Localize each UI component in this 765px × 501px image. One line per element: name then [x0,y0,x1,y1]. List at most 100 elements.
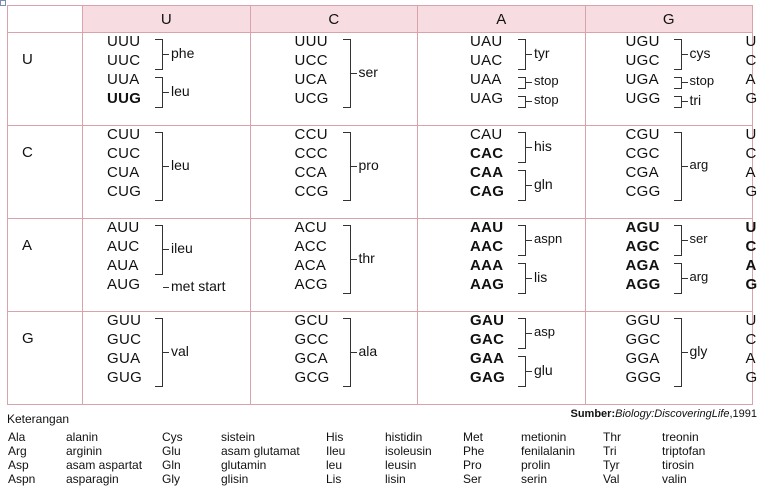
codon: AUA [107,257,139,274]
amino-acid-label: ala [358,342,378,359]
third-base-label: A [745,257,757,274]
bracket-tick [526,332,532,334]
codon: GUC [107,331,142,348]
table-row: U UUU UUC UUA UUG phe leu UUU UCC UCA UCG ser UAU UAC… [7,32,757,126]
codon: UAA [470,71,502,88]
codon: AAG [470,276,505,293]
codon: ACU [294,219,328,236]
codon-cell: CGU CGC CGA CGG arg U C A G [584,125,757,219]
codon: UCA [294,71,328,88]
group-bracket [518,170,526,201]
codon-cell: GAU GAC GAA GAG asp glu [417,311,586,405]
row-label: U [22,51,33,68]
row-label-cell: U [7,32,83,126]
codon: CAG [470,183,505,200]
column-header: G [584,5,753,33]
amino-acid-label: his [534,137,552,154]
codon: AAA [470,257,504,274]
codon: AGU [625,219,660,236]
column-header: U [82,5,251,33]
group-bracket [518,318,526,349]
amino-acid-label: met start [171,278,226,294]
group-bracket [673,96,682,108]
third-base-label: U [745,33,757,50]
genetic-code-table: U C A G U UUU UUC UUA UUG phe leu UUU UCC UCA UCG s… [7,5,757,405]
codon: GCG [294,369,330,386]
codon: AGG [625,276,661,293]
codon: GCU [294,312,329,329]
codon: GGA [625,350,660,367]
legend-abbreviation: leu [326,458,343,472]
legend-abbreviation: Thr [603,430,621,444]
group-bracket [673,263,682,294]
codon: ACC [294,238,328,255]
legend-name: asparagin [66,472,119,486]
amino-acid-label: stop [534,92,559,107]
codon: AAC [470,238,504,255]
codon: CCC [294,145,328,162]
amino-acid-label: gly [689,342,708,359]
amino-acid-label: tri [689,92,702,108]
codon: CGA [625,164,659,181]
group-bracket [518,96,526,108]
codon: GAU [470,312,505,329]
group-bracket [155,39,163,70]
third-base-label: A [745,164,756,181]
legend-abbreviation: Tyr [603,458,620,472]
legend-name: isoleusin [385,444,432,458]
codon: CCA [294,164,328,181]
codon: ACG [294,276,328,293]
group-bracket [673,318,682,387]
legend-name: serin [521,472,548,486]
codon: CGC [625,145,660,162]
bracket-tick [681,101,688,102]
legend-name: valin [662,472,687,486]
bracket-tick [681,165,688,167]
codon-cell: AUU AUC AUA AUG ileu met start [82,218,251,312]
legend-name: metionin [521,430,567,444]
codon: AAU [470,219,504,236]
legend-abbreviation: Tri [603,444,617,458]
codon-cell: GGU GGC GGA GGG gly U C A G [584,311,757,405]
legend-abbreviation: Arg [8,444,27,458]
codon-cell: UAU UAC UAA UAG tyr stop stop [417,32,586,126]
column-header: C [249,5,418,33]
amino-acid-label: asp [534,323,555,339]
bracket-tick [526,146,532,148]
bracket-tick [350,258,357,260]
legend-name: lisin [385,472,406,486]
bracket-tick [350,351,357,353]
bracket-tick [681,351,688,353]
codon: CCG [294,183,329,200]
group-bracket [155,225,163,275]
amino-acid-label: gln [534,175,553,192]
legend-abbreviation: Phe [463,444,485,458]
amino-acid-label: phe [171,44,195,61]
bracket-tick [526,370,532,372]
legend-name: fenilalanin [521,444,576,458]
amino-acid-label: stop [689,73,715,88]
third-base-label: U [745,126,757,143]
amino-acid-label: tyr [534,44,550,61]
group-bracket [342,132,351,201]
codon: UUU [294,33,328,50]
third-base-label: C [745,331,757,348]
legend-name: alanin [66,430,99,444]
legend-abbreviation: Asp [8,458,29,472]
codon: CAU [470,126,503,143]
legend-abbreviation: Ileu [326,444,346,458]
third-base-label: C [745,145,757,162]
legend-name: arginin [66,444,103,458]
third-base-label: C [745,238,757,255]
bracket-tick [526,277,532,279]
broken-image-icon [0,0,6,6]
legend-abbreviation: Ser [463,472,482,486]
group-bracket [155,132,163,201]
codon: UUU [107,33,141,50]
codon: GUA [107,350,141,367]
codon-cell: UGU UGC UGA UGG cys stop tri U C A G [584,32,757,126]
table-row: C CUU CUC CUA CUG leu CCU CCC CCA CCG pro CAU CAC CAA… [7,125,757,219]
table-row: A AUU AUC AUA AUG ileu met start ACU ACC ACA ACG th… [7,218,757,312]
header-corner [7,5,83,33]
third-base-label: G [745,183,758,200]
